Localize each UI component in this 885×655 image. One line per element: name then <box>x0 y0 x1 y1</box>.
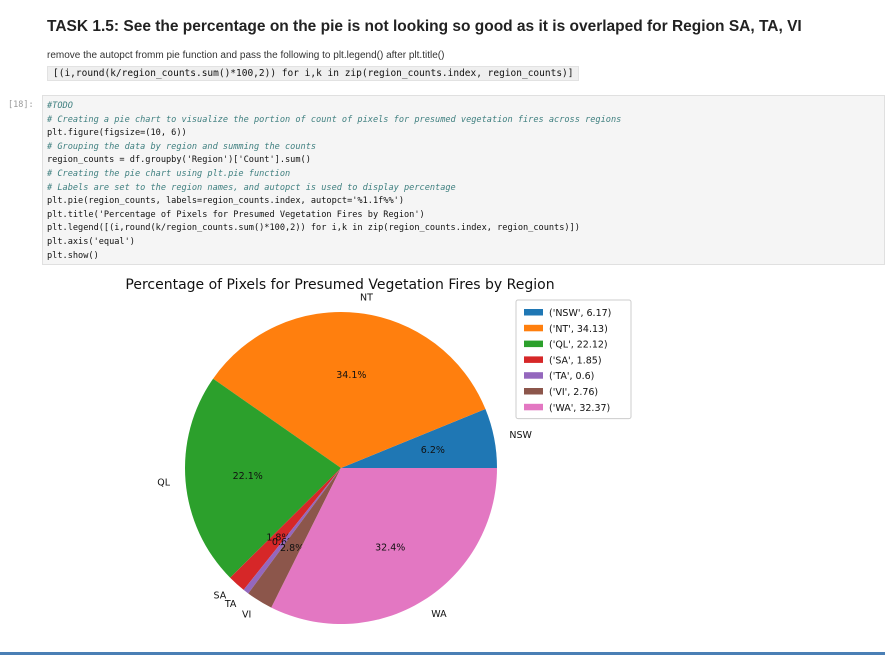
code-line: plt.legend([(i,round(k/region_counts.sum… <box>47 223 580 234</box>
slice-label: TA <box>224 599 237 610</box>
slice-label: NSW <box>509 430 532 441</box>
task-instruction: remove the autopct fromm pie function an… <box>47 50 445 61</box>
pie-slice-wa <box>271 468 497 624</box>
slice-pct-label: 22.1% <box>233 471 263 482</box>
slice-label: VI <box>242 609 251 620</box>
legend-entry: ('QL', 22.12) <box>549 340 608 351</box>
slice-pct-label: 6.2% <box>421 445 445 456</box>
legend-entry: ('SA', 1.85) <box>549 355 602 366</box>
pie-slice-vi <box>248 468 341 608</box>
code-line: # Grouping the data by region and summin… <box>47 141 317 152</box>
code-line: # Creating a pie chart to visualize the … <box>47 114 622 125</box>
slice-label: SA <box>214 591 227 602</box>
slice-pct-label: 1.8% <box>266 533 290 544</box>
cell-output: Percentage of Pixels for Presumed Vegeta… <box>0 268 885 648</box>
slice-pct-label: 0.6% <box>272 537 296 548</box>
legend-box <box>515 299 632 420</box>
legend-swatch <box>524 356 543 363</box>
legend-swatch <box>524 388 543 395</box>
code-line: region_counts = df.groupby('Region')['Co… <box>47 155 311 166</box>
code-line: plt.title('Percentage of Pixels for Pres… <box>47 209 425 220</box>
code-line: # Creating the pie chart using plt.pie f… <box>47 168 291 179</box>
legend-entry: ('TA', 0.6) <box>549 371 594 382</box>
chart-title: Percentage of Pixels for Presumed Vegeta… <box>125 277 554 293</box>
code-line: plt.axis('equal') <box>47 236 135 247</box>
code-line: #TODO <box>47 101 73 111</box>
legend-swatch <box>524 324 543 332</box>
pie-slice-ta <box>243 468 341 594</box>
legend-swatch <box>524 340 543 348</box>
inline-code-snippet: [(i,round(k/region_counts.sum()*100,2)) … <box>47 66 580 81</box>
pie-slice-sa <box>230 468 341 590</box>
pie-slice-nsw <box>341 409 497 468</box>
legend-entry: ('NT', 34.13) <box>549 324 608 335</box>
pie-slice-nt <box>213 312 486 468</box>
code-line: plt.pie(region_counts, labels=region_cou… <box>47 196 404 207</box>
task-title: TASK 1.5: See the percentage on the pie … <box>47 18 802 35</box>
slice-pct-label: 2.8% <box>280 543 304 554</box>
code-line: # Labels are set to the region names, an… <box>47 182 456 193</box>
code-lines: #TODO # Creating a pie chart to visualize… <box>47 100 621 263</box>
legend-entry: ('VI', 2.76) <box>549 387 598 398</box>
legend-entry: ('WA', 32.37) <box>549 403 610 414</box>
slice-pct-label: 32.4% <box>375 543 405 554</box>
cell-execution-prompt: [18]: <box>8 100 34 110</box>
pie-chart: Percentage of Pixels for Presumed Vegeta… <box>125 277 632 624</box>
code-line: plt.figure(figsize=(10, 6)) <box>47 128 187 139</box>
cell-divider <box>0 652 885 655</box>
pie-slice-ql <box>184 378 341 578</box>
legend-swatch <box>524 309 543 316</box>
code-cell-editor[interactable]: #TODO # Creating a pie chart to visualize… <box>42 95 885 265</box>
slice-label: QL <box>157 478 170 489</box>
legend-swatch <box>524 372 543 379</box>
slice-label: WA <box>431 609 447 620</box>
slice-label: NT <box>360 292 373 303</box>
slice-pct-label: 34.1% <box>336 370 366 381</box>
code-line: plt.show() <box>47 250 99 261</box>
legend-swatch <box>524 403 543 411</box>
legend-entry: ('NSW', 6.17) <box>549 308 611 319</box>
